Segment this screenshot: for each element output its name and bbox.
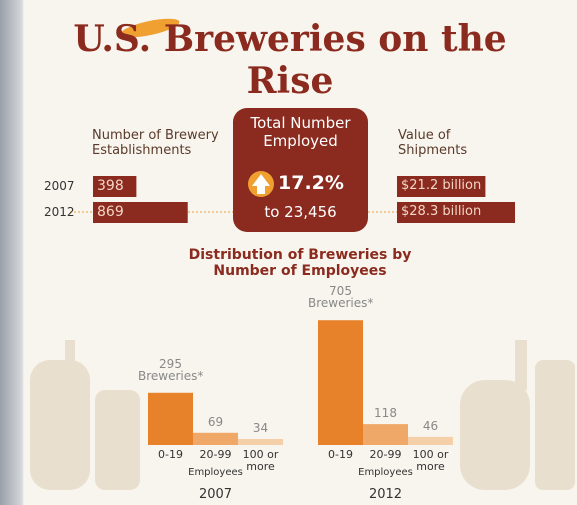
category-label: 20-99 xyxy=(369,448,402,461)
category-label: 20-99 xyxy=(199,448,232,461)
establishment-bar xyxy=(93,176,137,197)
employed-total: to 23,456 xyxy=(264,203,337,221)
distribution-bar xyxy=(408,436,453,445)
bar-unit: Breweries* xyxy=(138,368,204,383)
bar-value: 869 xyxy=(97,204,124,220)
year-label: 2007 xyxy=(198,487,233,502)
employed-box xyxy=(233,108,368,232)
shipments-label: Value of Shipments xyxy=(398,128,468,158)
title: U.S. Breweries on the Rise xyxy=(73,18,507,102)
category-label: 100 or more xyxy=(242,448,279,473)
bar-value: 69 xyxy=(207,414,224,429)
bar-value: 295 xyxy=(159,356,182,371)
shipment-bar xyxy=(397,202,516,223)
axis-label: Employees xyxy=(358,467,413,478)
bar-value: 118 xyxy=(374,406,397,421)
employed-change: 17.2% xyxy=(278,172,344,194)
shipment-bar xyxy=(397,176,486,197)
establishments-label: Number of Brewery Establishments xyxy=(92,128,219,158)
bar-unit: Breweries* xyxy=(308,296,374,311)
employed-label: Total Number Employed xyxy=(250,114,351,150)
distribution-bar xyxy=(318,320,363,445)
distribution-bar xyxy=(238,438,283,445)
bar-value: $28.3 billion xyxy=(401,204,482,219)
arrow-glyph xyxy=(252,174,270,194)
category-label: 100 or more xyxy=(412,448,449,473)
establishment-bar xyxy=(93,202,188,223)
bar-value: 705 xyxy=(329,284,352,299)
decoration xyxy=(30,340,575,490)
category-label: 0-19 xyxy=(328,448,353,461)
distribution-title: Distribution of Breweries by Number of E… xyxy=(188,247,412,279)
year-label: 2012 xyxy=(368,487,403,502)
bar-value: 34 xyxy=(252,420,269,435)
bar-value: $21.2 billion xyxy=(401,178,482,193)
distribution-bar xyxy=(363,424,408,445)
category-label: 0-19 xyxy=(158,448,183,461)
year-label: 2012 xyxy=(44,205,75,219)
distribution-bar xyxy=(148,392,193,445)
bar-value: 398 xyxy=(97,178,124,194)
wheat-icon xyxy=(120,18,180,38)
axis-label: Employees xyxy=(188,467,243,478)
bar-value: 46 xyxy=(422,418,439,433)
distribution-bar xyxy=(193,432,238,445)
year-label: 2007 xyxy=(44,179,75,193)
